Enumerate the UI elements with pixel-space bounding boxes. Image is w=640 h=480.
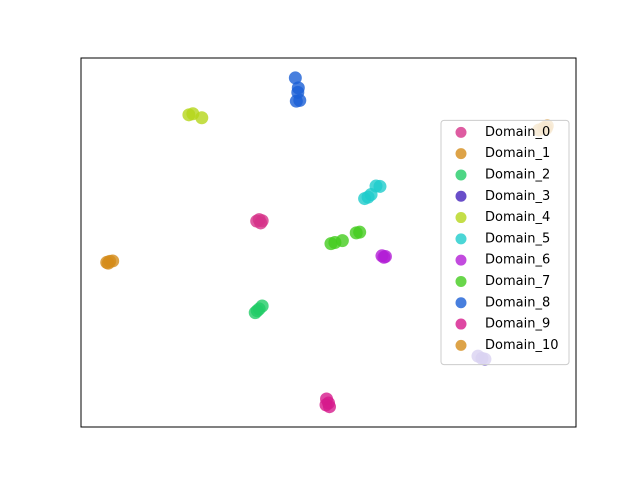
legend-marker <box>455 169 467 181</box>
legend-label: Domain_6 <box>485 253 550 268</box>
legend-label: Domain_4 <box>485 210 550 225</box>
point <box>288 71 302 85</box>
point <box>291 81 305 95</box>
legend-marker <box>455 275 467 287</box>
point <box>195 111 209 125</box>
legend-label: Domain_0 <box>485 125 550 140</box>
legend-label: Domain_5 <box>485 231 550 246</box>
legend-marker <box>455 126 467 138</box>
legend-marker <box>455 339 467 351</box>
legend-marker <box>455 297 467 309</box>
legend-marker <box>455 148 467 160</box>
legend-marker <box>455 318 467 330</box>
legend-label: Domain_10 <box>485 338 559 353</box>
legend-marker <box>455 190 467 202</box>
legend-label: Domain_2 <box>485 167 550 182</box>
point <box>250 304 264 318</box>
legend-label: Domain_7 <box>485 274 550 289</box>
legend-label: Domain_9 <box>485 317 550 332</box>
plot-frame <box>80 57 577 428</box>
legend-marker <box>455 254 467 266</box>
point <box>255 214 269 228</box>
legend-marker <box>455 233 467 245</box>
point <box>373 179 387 193</box>
legend-marker <box>455 212 467 224</box>
point <box>101 256 115 270</box>
point <box>377 250 391 264</box>
legend-label: Domain_1 <box>485 146 550 161</box>
point <box>353 225 367 239</box>
legend-box <box>440 119 570 366</box>
legend-label: Domain_8 <box>485 295 550 310</box>
legend-label: Domain_3 <box>485 189 550 204</box>
point <box>335 234 349 248</box>
point <box>322 400 336 414</box>
